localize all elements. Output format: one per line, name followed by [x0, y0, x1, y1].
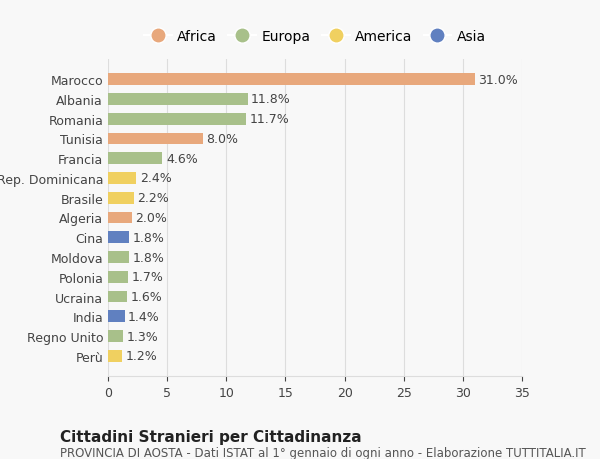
- Bar: [108, 232, 129, 244]
- Bar: [108, 311, 125, 323]
- Legend: Africa, Europa, America, Asia: Africa, Europa, America, Asia: [140, 25, 490, 48]
- Text: 1.8%: 1.8%: [133, 231, 165, 244]
- Text: 4.6%: 4.6%: [166, 152, 198, 165]
- Bar: [108, 330, 124, 342]
- Text: 11.7%: 11.7%: [250, 113, 290, 126]
- Text: 2.0%: 2.0%: [135, 212, 167, 224]
- Bar: [108, 94, 248, 106]
- Text: PROVINCIA DI AOSTA - Dati ISTAT al 1° gennaio di ogni anno - Elaborazione TUTTIT: PROVINCIA DI AOSTA - Dati ISTAT al 1° ge…: [60, 446, 586, 459]
- Text: 1.7%: 1.7%: [131, 271, 164, 284]
- Bar: [108, 252, 129, 263]
- Text: Cittadini Stranieri per Cittadinanza: Cittadini Stranieri per Cittadinanza: [60, 429, 362, 444]
- Bar: [108, 271, 128, 283]
- Text: 2.4%: 2.4%: [140, 172, 172, 185]
- Bar: [108, 291, 127, 303]
- Bar: [108, 212, 131, 224]
- Bar: [108, 74, 475, 86]
- Text: 31.0%: 31.0%: [478, 73, 518, 86]
- Text: 1.6%: 1.6%: [130, 291, 162, 303]
- Text: 2.2%: 2.2%: [137, 192, 169, 205]
- Text: 1.4%: 1.4%: [128, 310, 160, 323]
- Text: 11.8%: 11.8%: [251, 93, 291, 106]
- Bar: [108, 133, 203, 145]
- Text: 1.3%: 1.3%: [127, 330, 158, 343]
- Bar: [108, 153, 163, 165]
- Text: 1.2%: 1.2%: [126, 350, 157, 363]
- Text: 1.8%: 1.8%: [133, 251, 165, 264]
- Text: 8.0%: 8.0%: [206, 133, 238, 146]
- Bar: [108, 350, 122, 362]
- Bar: [108, 192, 134, 204]
- Bar: [108, 113, 247, 125]
- Bar: [108, 173, 136, 185]
